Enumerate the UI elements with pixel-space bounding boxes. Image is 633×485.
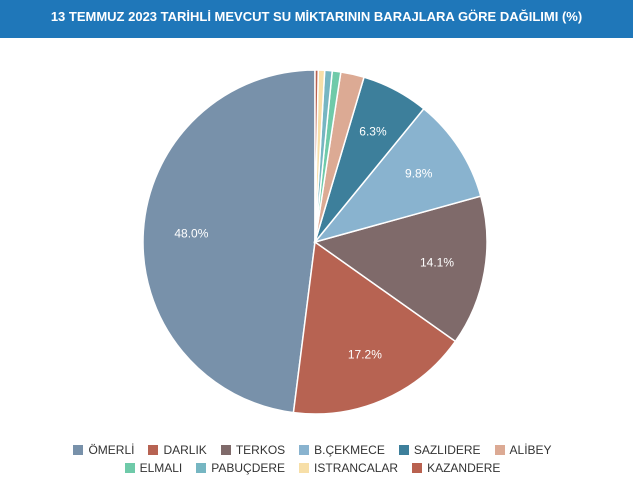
legend-swatch [494, 445, 505, 455]
legend-item[interactable]: ALİBEY [494, 443, 552, 457]
legend-label: ISTRANCALAR [314, 461, 399, 475]
data-label: 14.1% [420, 255, 454, 269]
legend: ÖMERLİ DARLIK TERKOS B.ÇEKMECE SAZLIDERE ALİB… [40, 443, 585, 475]
legend-label: KAZANDERE [427, 461, 501, 475]
data-label: 17.2% [348, 348, 382, 362]
legend-swatch [73, 445, 84, 455]
legend-label: SAZLIDERE [413, 443, 481, 457]
legend-item[interactable]: B.ÇEKMECE [299, 443, 385, 457]
legend-item[interactable]: KAZANDERE [412, 461, 500, 475]
legend-item[interactable]: SAZLIDERE [398, 443, 481, 457]
legend-label: ALİBEY [509, 443, 552, 457]
legend-label: B.ÇEKMECE [314, 443, 385, 457]
legend-label: PABUÇDERE [211, 461, 286, 475]
chart-title: 13 TEMMUZ 2023 TARİHLİ MEVCUT SU MİKTARI… [0, 0, 633, 38]
legend-item[interactable]: PABUÇDERE [196, 461, 285, 475]
legend-swatch [299, 445, 310, 455]
legend-swatch [148, 445, 159, 455]
legend-label: DARLIK [163, 443, 207, 457]
pie-slice [312, 107, 482, 244]
legend-swatch [220, 445, 231, 455]
data-label: 6.3% [359, 125, 387, 139]
legend-item[interactable]: ELMALI [124, 461, 183, 475]
pie-slice [313, 195, 488, 343]
pie-slice [292, 240, 457, 415]
legend-item[interactable]: DARLIK [148, 443, 207, 457]
legend-item[interactable]: TERKOS [220, 443, 286, 457]
legend-label: ÖMERLİ [88, 443, 135, 457]
legend-label: TERKOS [235, 443, 286, 457]
legend-swatch [196, 463, 207, 473]
chart: 48.0% 17.2% 14.1% 9.8% 6.3% [142, 69, 488, 415]
pie-slice [142, 69, 316, 414]
legend-item[interactable]: ISTRANCALAR [299, 461, 398, 475]
legend-label: ELMALI [139, 461, 183, 475]
legend-swatch [412, 463, 423, 473]
legend-item[interactable]: ÖMERLİ [73, 443, 134, 457]
data-label: 48.0% [174, 226, 208, 240]
data-label: 9.8% [405, 167, 433, 181]
legend-swatch [299, 463, 310, 473]
pie-slice [314, 69, 320, 243]
legend-swatch [398, 445, 409, 455]
legend-swatch [124, 463, 135, 473]
